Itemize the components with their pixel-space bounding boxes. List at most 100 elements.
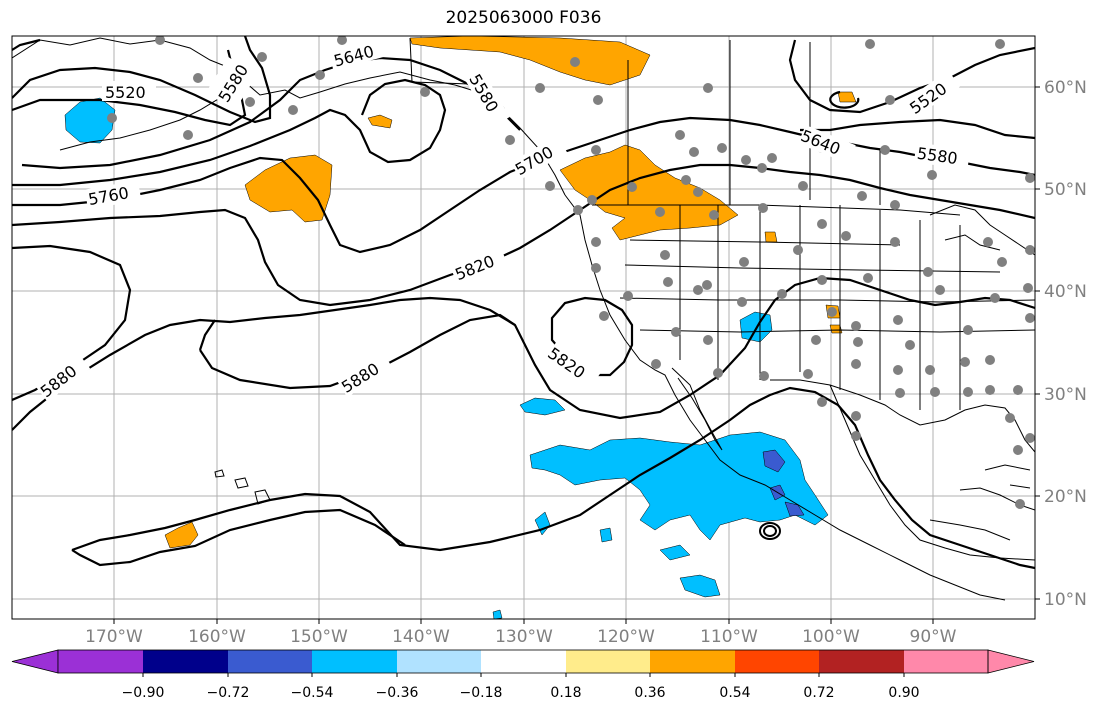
lon-label: 140°W [392, 627, 450, 647]
lat-label: 50°N [1044, 180, 1087, 200]
colorbar-segment [650, 650, 735, 673]
station-marker [895, 388, 905, 398]
station-marker [599, 311, 609, 321]
station-marker [570, 57, 580, 67]
station-marker [1015, 499, 1025, 509]
station-marker [851, 431, 861, 441]
station-marker [713, 368, 723, 378]
station-marker [337, 36, 347, 45]
station-marker [1023, 283, 1033, 293]
station-marker [663, 277, 673, 287]
colorbar-tick-label: −0.72 [207, 685, 250, 701]
colorbar-tick-label: 0.72 [803, 685, 834, 701]
station-marker [660, 250, 670, 260]
lat-label: 10°N [1044, 590, 1087, 610]
station-marker [927, 170, 937, 180]
station-marker [923, 267, 933, 277]
station-marker [811, 335, 821, 345]
station-marker [681, 175, 691, 185]
lon-label: 160°W [188, 627, 246, 647]
station-marker [817, 219, 827, 229]
station-marker [827, 307, 837, 317]
lat-label: 40°N [1044, 282, 1087, 302]
station-marker [963, 325, 973, 335]
lon-label: 100°W [802, 627, 860, 647]
lon-label: 120°W [597, 627, 655, 647]
station-marker [545, 181, 555, 191]
station-marker [535, 83, 545, 93]
station-marker [793, 245, 803, 255]
colorbar-max-extension [987, 649, 1035, 674]
station-marker [689, 147, 699, 157]
colorbar-segment [312, 650, 397, 673]
closed-low [759, 522, 781, 540]
station-marker [798, 181, 808, 191]
station-marker [997, 257, 1007, 267]
station-marker [1025, 433, 1035, 443]
station-marker [288, 105, 298, 115]
colorbar-ticks: −0.90 −0.72 −0.54 −0.36 −0.18 0.18 0.36 … [122, 685, 920, 701]
station-marker [193, 73, 203, 83]
station-marker [863, 273, 873, 283]
station-marker [702, 280, 712, 290]
station-marker [985, 385, 995, 395]
station-marker [935, 285, 945, 295]
station-marker [963, 387, 973, 397]
lon-label: 170°W [85, 627, 143, 647]
station-marker [591, 263, 601, 273]
station-marker [627, 182, 637, 192]
lon-label: 150°W [290, 627, 348, 647]
station-marker [741, 155, 751, 165]
station-marker [739, 257, 749, 267]
colorbar-segment [735, 650, 819, 673]
station-marker [703, 83, 713, 93]
station-marker [315, 70, 325, 80]
station-marker [890, 200, 900, 210]
station-marker [183, 130, 193, 140]
station-marker [1025, 313, 1035, 323]
station-marker [851, 359, 861, 369]
lat-label: 60°N [1044, 78, 1087, 98]
colorbar-tick-label: −0.18 [460, 685, 503, 701]
latitude-axis: 60°N 50°N 40°N 30°N 20°N 10°N [1035, 78, 1087, 610]
lat-label: 30°N [1044, 385, 1087, 405]
station-marker [885, 95, 895, 105]
colorbar-segment [904, 650, 988, 673]
colorbar-segment [228, 650, 312, 673]
colorbar-segment [143, 650, 228, 673]
station-marker [587, 195, 597, 205]
station-marker [1025, 173, 1035, 183]
station-marker [990, 293, 1000, 303]
station-marker [985, 355, 995, 365]
colorbar-tick-label: −0.36 [376, 685, 419, 701]
station-marker [767, 153, 777, 163]
station-marker [759, 371, 769, 381]
station-marker [817, 397, 827, 407]
colorbar-tick-label: 0.90 [888, 685, 919, 701]
station-marker [675, 130, 685, 140]
station-marker [593, 95, 603, 105]
station-marker [983, 237, 993, 247]
anomaly-fill-positive [164, 36, 857, 549]
station-marker [655, 207, 665, 217]
station-marker [853, 337, 863, 347]
station-marker [651, 359, 661, 369]
station-marker [703, 335, 713, 345]
station-marker [893, 315, 903, 325]
station-marker [857, 191, 867, 201]
colorbar-segment [819, 650, 904, 673]
station-marker [591, 145, 601, 155]
station-marker [591, 237, 601, 247]
station-marker [623, 291, 633, 301]
colorbar-min-extension [11, 649, 59, 674]
station-marker [905, 340, 915, 350]
station-marker [155, 36, 165, 45]
station-marker [671, 327, 681, 337]
station-marker [841, 231, 851, 241]
station-marker [1013, 445, 1023, 455]
station-marker [693, 285, 703, 295]
contour-label: 5520 [105, 83, 146, 102]
colorbar-segment [566, 650, 650, 673]
colorbar-segment [397, 650, 481, 673]
